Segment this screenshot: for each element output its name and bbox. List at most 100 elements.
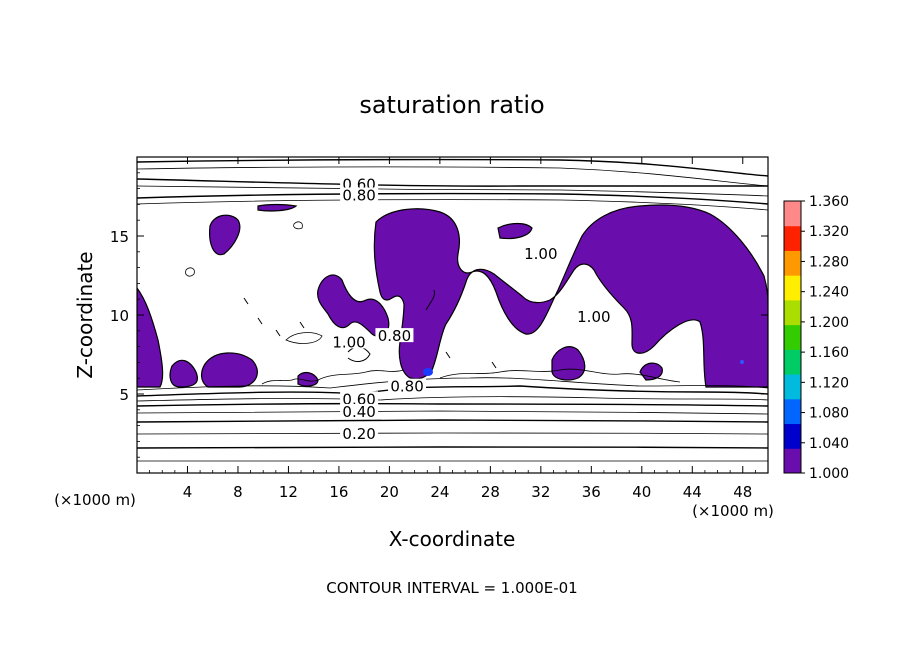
contour-low-8 <box>137 446 768 449</box>
region-left-edge <box>137 286 164 388</box>
contour-loop-c <box>293 221 303 230</box>
contour-label-1: 0.80 <box>342 187 375 205</box>
contour-label-bg <box>574 309 613 324</box>
colorbar-label-4: 1.200 <box>809 315 849 331</box>
x-tick-label-36: 36 <box>582 483 601 501</box>
region-right-blob-a <box>497 222 533 240</box>
contour-low-5 <box>137 410 768 415</box>
colorbar-swatch-4 <box>784 349 801 375</box>
colorbar-label-7: 1.080 <box>809 406 849 422</box>
x-tick-label-48: 48 <box>733 483 752 501</box>
contour-top-3 <box>137 178 768 187</box>
contour-wiggle-b <box>439 368 681 383</box>
contour-loop-a <box>285 332 323 344</box>
contour-label-2: 1.00 <box>524 245 557 263</box>
contour-interval-footer: CONTOUR INTERVAL = 1.000E-01 <box>326 579 577 597</box>
contour-low-6 <box>137 419 768 423</box>
y-tick-label-10: 10 <box>110 307 129 325</box>
contour-label-bg <box>375 328 414 343</box>
x-tick-label-4: 4 <box>183 483 193 501</box>
colorbar-swatch-6 <box>784 299 801 326</box>
x-tick-label-32: 32 <box>531 483 550 501</box>
x-unit-left: (×1000 m) <box>54 491 136 509</box>
contour-label-3: 1.00 <box>577 308 610 326</box>
colorbar-label-8: 1.040 <box>809 436 849 452</box>
region-main <box>373 204 768 388</box>
x-tick-label-8: 8 <box>233 483 243 501</box>
x-tick-label-28: 28 <box>481 483 500 501</box>
x-unit-right: (×1000 m) <box>692 502 774 520</box>
colorbar-swatch-3 <box>784 374 801 400</box>
contour-label-9: 0.20 <box>342 425 375 443</box>
x-tick-label-40: 40 <box>632 483 651 501</box>
contour-top-5 <box>137 192 768 205</box>
contour-low-4 <box>137 402 768 407</box>
contour-label-7: 0.60 <box>342 390 375 408</box>
colorbar-swatch-0 <box>784 448 801 474</box>
x-tick-label-24: 24 <box>430 483 449 501</box>
contour-label-bg <box>340 426 379 441</box>
colorbar-swatch-8 <box>784 250 801 276</box>
chart-title: saturation ratio <box>359 91 544 119</box>
y-tick-label-5: 5 <box>119 386 129 404</box>
contour-top-6 <box>137 199 768 211</box>
plot-area: 0.600.801.001.001.00 0.800.800.600.400.20 <box>137 158 768 462</box>
colorbar: 1.360 1.320 1.280 1.240 1.200 1.160 1.120 1.080… <box>783 194 849 482</box>
x-tick-label-12: 12 <box>279 483 298 501</box>
higher-saturation-spots <box>423 360 744 376</box>
colorbar-swatch-9 <box>784 225 801 251</box>
y-axis-ticks: 5 10 15 <box>110 172 768 458</box>
colorbar-swatch-10 <box>784 201 801 227</box>
colorbar-frame <box>783 200 802 474</box>
contour-label-5: 0.80 <box>378 327 411 345</box>
contour-low-3 <box>137 396 768 402</box>
contour-label-6: 0.80 <box>390 378 423 396</box>
contour-label-bg <box>521 245 560 260</box>
contour-label-bg <box>340 391 379 406</box>
x-axis-ticks: 4 8 12 16 20 24 28 32 36 40 44 48 <box>149 157 756 501</box>
colorbar-label-0: 1.360 <box>809 194 849 210</box>
blue-spot-a <box>423 368 433 376</box>
contour-label-bg <box>388 378 427 393</box>
contour-label-bg <box>340 176 379 191</box>
x-tick-label-44: 44 <box>683 483 702 501</box>
region-right-blob-c <box>639 362 663 381</box>
contour-label-bg <box>340 403 379 418</box>
contour-top-1 <box>137 158 768 177</box>
contour-squiggle-c <box>243 297 497 369</box>
contour-low-7 <box>137 432 768 435</box>
contour-label-8: 0.40 <box>342 403 375 421</box>
contour-top-2 <box>137 166 768 187</box>
colorbar-swatch-2 <box>784 398 801 425</box>
contour-label-4: 1.00 <box>332 333 365 351</box>
region-upper-small-b <box>257 203 298 212</box>
region-left-blob-b <box>201 352 258 388</box>
contour-low-2 <box>137 385 768 397</box>
colorbar-swatch-7 <box>784 275 801 301</box>
x-tick-label-20: 20 <box>380 483 399 501</box>
contour-label-bg <box>330 334 369 349</box>
contour-wiggle-a <box>261 369 405 385</box>
contour-label-bg <box>340 187 379 202</box>
y-axis-label: Z-coordinate <box>73 251 97 378</box>
x-tick-label-16: 16 <box>329 483 348 501</box>
colorbar-swatch-1 <box>784 423 801 449</box>
region-left-blob-a <box>169 359 199 388</box>
colorbar-swatch-5 <box>784 324 801 350</box>
supersaturated-regions <box>137 203 768 388</box>
contour-lines <box>137 158 768 462</box>
contour-low-1 <box>137 377 768 391</box>
colorbar-label-5: 1.160 <box>809 345 849 361</box>
colorbar-label-6: 1.120 <box>809 375 849 391</box>
blue-spot-b <box>740 360 744 364</box>
colorbar-label-9: 1.000 <box>809 466 849 482</box>
contour-top-4 <box>137 185 768 197</box>
x-axis-label: X-coordinate <box>389 527 516 551</box>
contour-labels: 0.600.801.001.001.00 0.800.800.600.400.20 <box>330 175 613 443</box>
y-tick-label-15: 15 <box>110 228 129 246</box>
region-right-blob-b <box>551 346 586 381</box>
contour-squiggle-a <box>425 289 435 311</box>
colorbar-label-3: 1.240 <box>809 285 849 301</box>
region-upper-small-a <box>209 214 241 256</box>
colorbar-label-1: 1.320 <box>809 224 849 240</box>
